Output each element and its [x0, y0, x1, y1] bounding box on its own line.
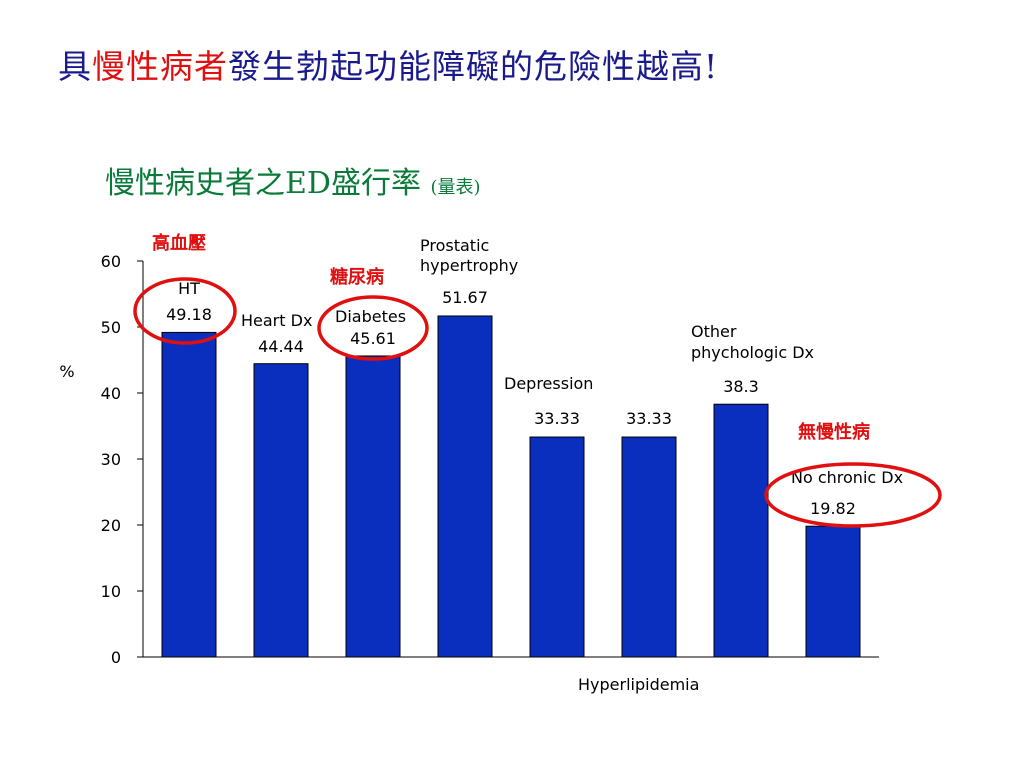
- y-tick-label: 30: [101, 450, 121, 469]
- y-tick-label: 60: [101, 252, 121, 271]
- value-label: 33.33: [534, 409, 580, 428]
- category-label: Heart Dx: [241, 311, 312, 330]
- category-label: Prostatic hypertrophy: [420, 236, 518, 275]
- category-label: Diabetes: [335, 307, 406, 326]
- annotation-ht: 高血壓: [152, 232, 206, 254]
- value-label: 45.61: [350, 329, 396, 348]
- highlight-circle-ht: [133, 277, 237, 345]
- bar: [713, 403, 769, 658]
- value-label: 33.33: [626, 409, 672, 428]
- highlight-circle-no-chronic: [764, 462, 942, 528]
- bar: [253, 363, 309, 658]
- slide-title: 具慢性病者發生勃起功能障礙的危險性越高!: [58, 40, 718, 88]
- chart-title-sub: (量表): [430, 177, 481, 198]
- annotation-no-chronic: 無慢性病: [798, 421, 870, 443]
- y-tick-label: 50: [101, 318, 121, 337]
- slide-title-rest: 發生勃起功能障礙的危險性越高!: [228, 47, 719, 86]
- value-label: 38.3: [723, 377, 759, 396]
- category-label: No chronic Dx: [791, 468, 903, 487]
- category-label: HT: [178, 279, 200, 298]
- annotation-diabetes: 糖尿病: [330, 266, 384, 288]
- y-tick-label: 20: [101, 516, 121, 535]
- value-label: 51.67: [442, 288, 488, 307]
- y-tick-label: 40: [101, 384, 121, 403]
- value-label: 49.18: [166, 305, 212, 324]
- bar: [345, 355, 401, 658]
- highlight-circle-diabetes: [317, 295, 429, 361]
- bar: [437, 315, 493, 658]
- bar: [621, 436, 677, 658]
- category-label: Depression: [504, 374, 593, 393]
- slide-title-prefix: 具: [58, 47, 92, 86]
- category-label: Hyperlipidemia: [578, 675, 699, 694]
- category-label: Other phychologic Dx: [691, 322, 814, 362]
- y-axis-label: %: [59, 362, 74, 381]
- slide-title-highlight: 慢性病者: [92, 47, 228, 86]
- chart-title-main: 慢性病史者之ED盛行率: [105, 166, 421, 201]
- bar: [805, 525, 861, 658]
- chart-title: 慢性病史者之ED盛行率 (量表): [105, 158, 481, 202]
- bar: [161, 331, 217, 658]
- y-tick-label: 0: [111, 648, 121, 667]
- y-tick-label: 10: [101, 582, 121, 601]
- value-label: 19.82: [810, 499, 856, 518]
- bar: [529, 436, 585, 658]
- value-label: 44.44: [258, 337, 304, 356]
